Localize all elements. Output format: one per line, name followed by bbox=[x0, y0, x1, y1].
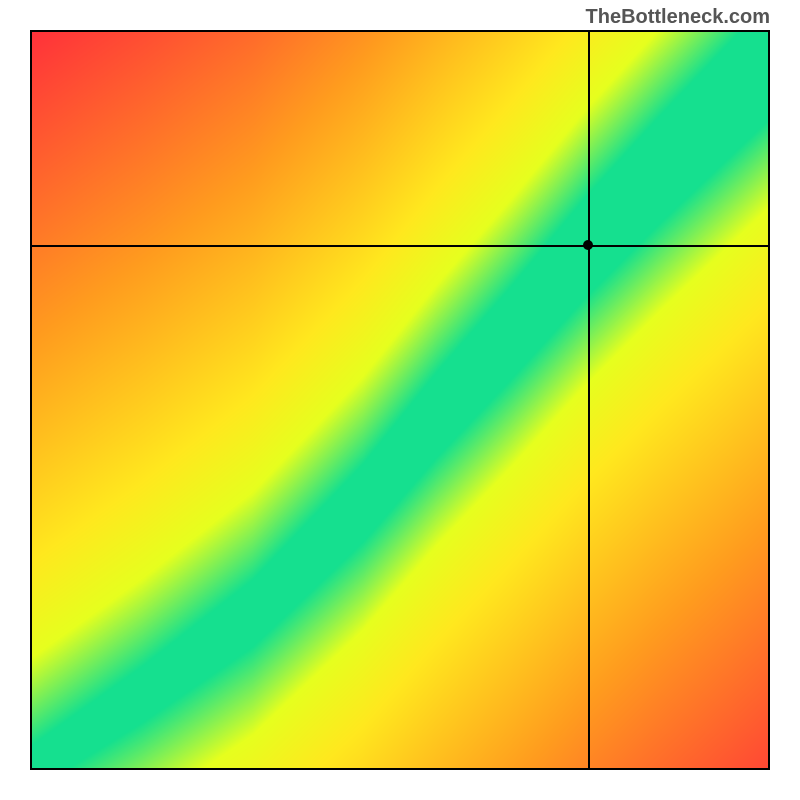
marker-dot bbox=[583, 240, 593, 250]
heatmap-chart bbox=[30, 30, 770, 770]
heatmap-canvas bbox=[32, 32, 768, 768]
crosshair-horizontal bbox=[32, 245, 768, 247]
watermark-text: TheBottleneck.com bbox=[586, 6, 770, 29]
crosshair-vertical bbox=[588, 32, 590, 768]
